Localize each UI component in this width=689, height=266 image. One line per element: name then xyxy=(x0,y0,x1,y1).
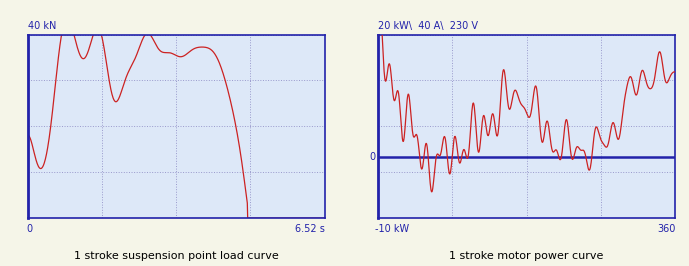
Text: 1 stroke motor power curve: 1 stroke motor power curve xyxy=(449,251,604,261)
Text: 360: 360 xyxy=(657,224,675,234)
Text: 6.52 s: 6.52 s xyxy=(295,224,325,234)
Text: 1 stroke suspension point load curve: 1 stroke suspension point load curve xyxy=(74,251,278,261)
Text: 40 kN: 40 kN xyxy=(28,21,56,31)
Text: 20 kW\  40 A\  230 V: 20 kW\ 40 A\ 230 V xyxy=(378,21,478,31)
Text: -10 kW: -10 kW xyxy=(375,224,409,234)
Text: 0: 0 xyxy=(369,152,375,162)
Text: 0: 0 xyxy=(26,224,32,234)
